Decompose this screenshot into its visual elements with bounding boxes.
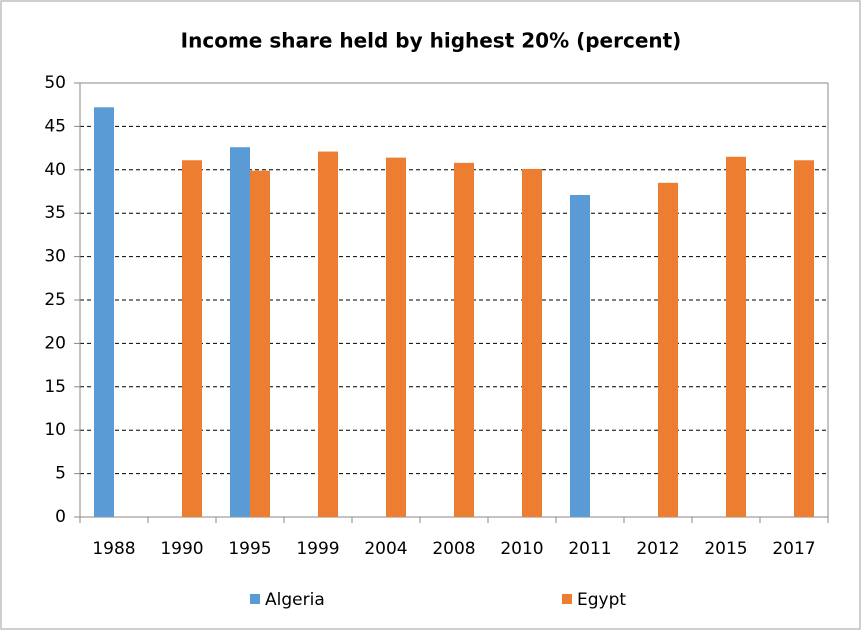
chart-title: Income share held by highest 20% (percen… <box>181 29 682 53</box>
bar <box>182 160 202 517</box>
y-tick-label: 40 <box>44 160 66 180</box>
legend-swatch <box>562 594 572 604</box>
x-tick-label: 2010 <box>500 539 543 559</box>
bar <box>318 151 338 517</box>
bar <box>658 182 678 517</box>
x-tick-label: 2015 <box>704 539 747 559</box>
bar <box>570 194 590 518</box>
y-tick-label: 20 <box>44 333 66 353</box>
bar <box>386 157 406 517</box>
x-tick-label: 1988 <box>92 539 135 559</box>
bar <box>230 147 250 517</box>
bar <box>726 156 746 517</box>
x-tick-label: 1995 <box>228 539 271 559</box>
x-tick-label: 2008 <box>432 539 475 559</box>
y-tick-label: 15 <box>44 377 66 397</box>
x-tick-label: 1999 <box>296 539 339 559</box>
legend-label: Egypt <box>577 590 626 610</box>
bar <box>94 107 114 517</box>
bar <box>454 162 474 517</box>
bar <box>794 160 814 517</box>
y-tick-label: 35 <box>44 203 66 223</box>
x-tick-label: 2004 <box>364 539 407 559</box>
x-tick-label: 2012 <box>636 539 679 559</box>
legend-label: Algeria <box>265 590 325 610</box>
legend-swatch <box>250 594 260 604</box>
y-tick-label: 25 <box>44 290 66 310</box>
x-tick-label: 1990 <box>160 539 203 559</box>
y-tick-label: 0 <box>55 507 66 527</box>
x-tick-label: 2011 <box>568 539 611 559</box>
x-tick-label: 2017 <box>772 539 815 559</box>
y-tick-label: 50 <box>44 73 66 93</box>
y-tick-label: 30 <box>44 247 66 267</box>
bar <box>522 168 542 517</box>
y-tick-label: 10 <box>44 420 66 440</box>
y-tick-label: 45 <box>44 116 66 136</box>
y-tick-label: 5 <box>55 464 66 484</box>
bar <box>250 170 270 517</box>
